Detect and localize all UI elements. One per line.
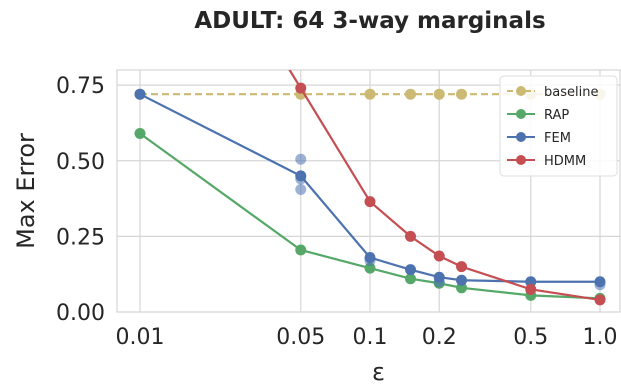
x-tick-label: 0.05 (276, 325, 325, 350)
y-tick-label: 0.75 (56, 74, 105, 99)
legend-label: FEM (544, 131, 571, 146)
data-point (456, 88, 468, 100)
data-point (364, 196, 376, 208)
series-line (139, 93, 600, 283)
data-point (433, 271, 445, 283)
x-tick-label: 0.01 (116, 325, 165, 350)
data-point (405, 273, 417, 285)
legend-box (499, 75, 618, 177)
data-point (295, 244, 307, 256)
series-line (288, 70, 601, 301)
legend-marker (516, 132, 526, 142)
data-point (456, 261, 468, 273)
legend-marker (516, 155, 526, 165)
data-point (405, 264, 417, 276)
data-point (594, 294, 606, 306)
legend-marker (516, 86, 526, 96)
data-point (456, 274, 468, 286)
legend-marker (516, 109, 526, 119)
data-point (364, 88, 376, 100)
data-point (295, 183, 307, 195)
y-tick-label: 0.00 (56, 301, 105, 326)
x-axis-label: ε (372, 358, 385, 385)
series-line (139, 132, 601, 300)
legend-label: HDMM (544, 154, 586, 169)
data-point (405, 88, 417, 100)
data-point (295, 170, 307, 182)
y-tick-label: 0.25 (56, 225, 105, 250)
x-tick-label: 0.2 (422, 325, 457, 350)
x-tick-label: 0.1 (353, 325, 388, 350)
data-point (433, 88, 445, 100)
legend: baseline RAP FEM HDMM (499, 75, 618, 177)
data-point (433, 250, 445, 262)
data-point (295, 82, 307, 94)
tick-labels: 0.01 0.05 0.1 0.2 0.5 1.0 0.00 0.25 0.50 0.75 (56, 74, 617, 350)
series-hdmm (273, 46, 606, 306)
data-point (456, 282, 468, 294)
legend-label: baseline (544, 85, 598, 100)
y-axis-label: Max Error (12, 133, 40, 249)
data-point (525, 276, 537, 288)
y-tick-label: 0.50 (56, 150, 105, 175)
data-point (405, 230, 417, 242)
data-point (273, 46, 284, 57)
data-point (364, 262, 376, 274)
x-tick-label: 1.0 (583, 325, 618, 350)
legend-label: RAP (544, 108, 569, 123)
data-point (295, 153, 307, 165)
x-tick-label: 0.5 (513, 325, 548, 350)
series-fem (134, 88, 606, 291)
data-point (134, 128, 146, 140)
series-rap (134, 128, 606, 304)
chart-title: ADULT: 64 3-way marginals (194, 8, 545, 34)
data-point (134, 88, 146, 100)
data-point (525, 283, 537, 295)
data-point (364, 252, 376, 264)
data-point (594, 276, 606, 288)
